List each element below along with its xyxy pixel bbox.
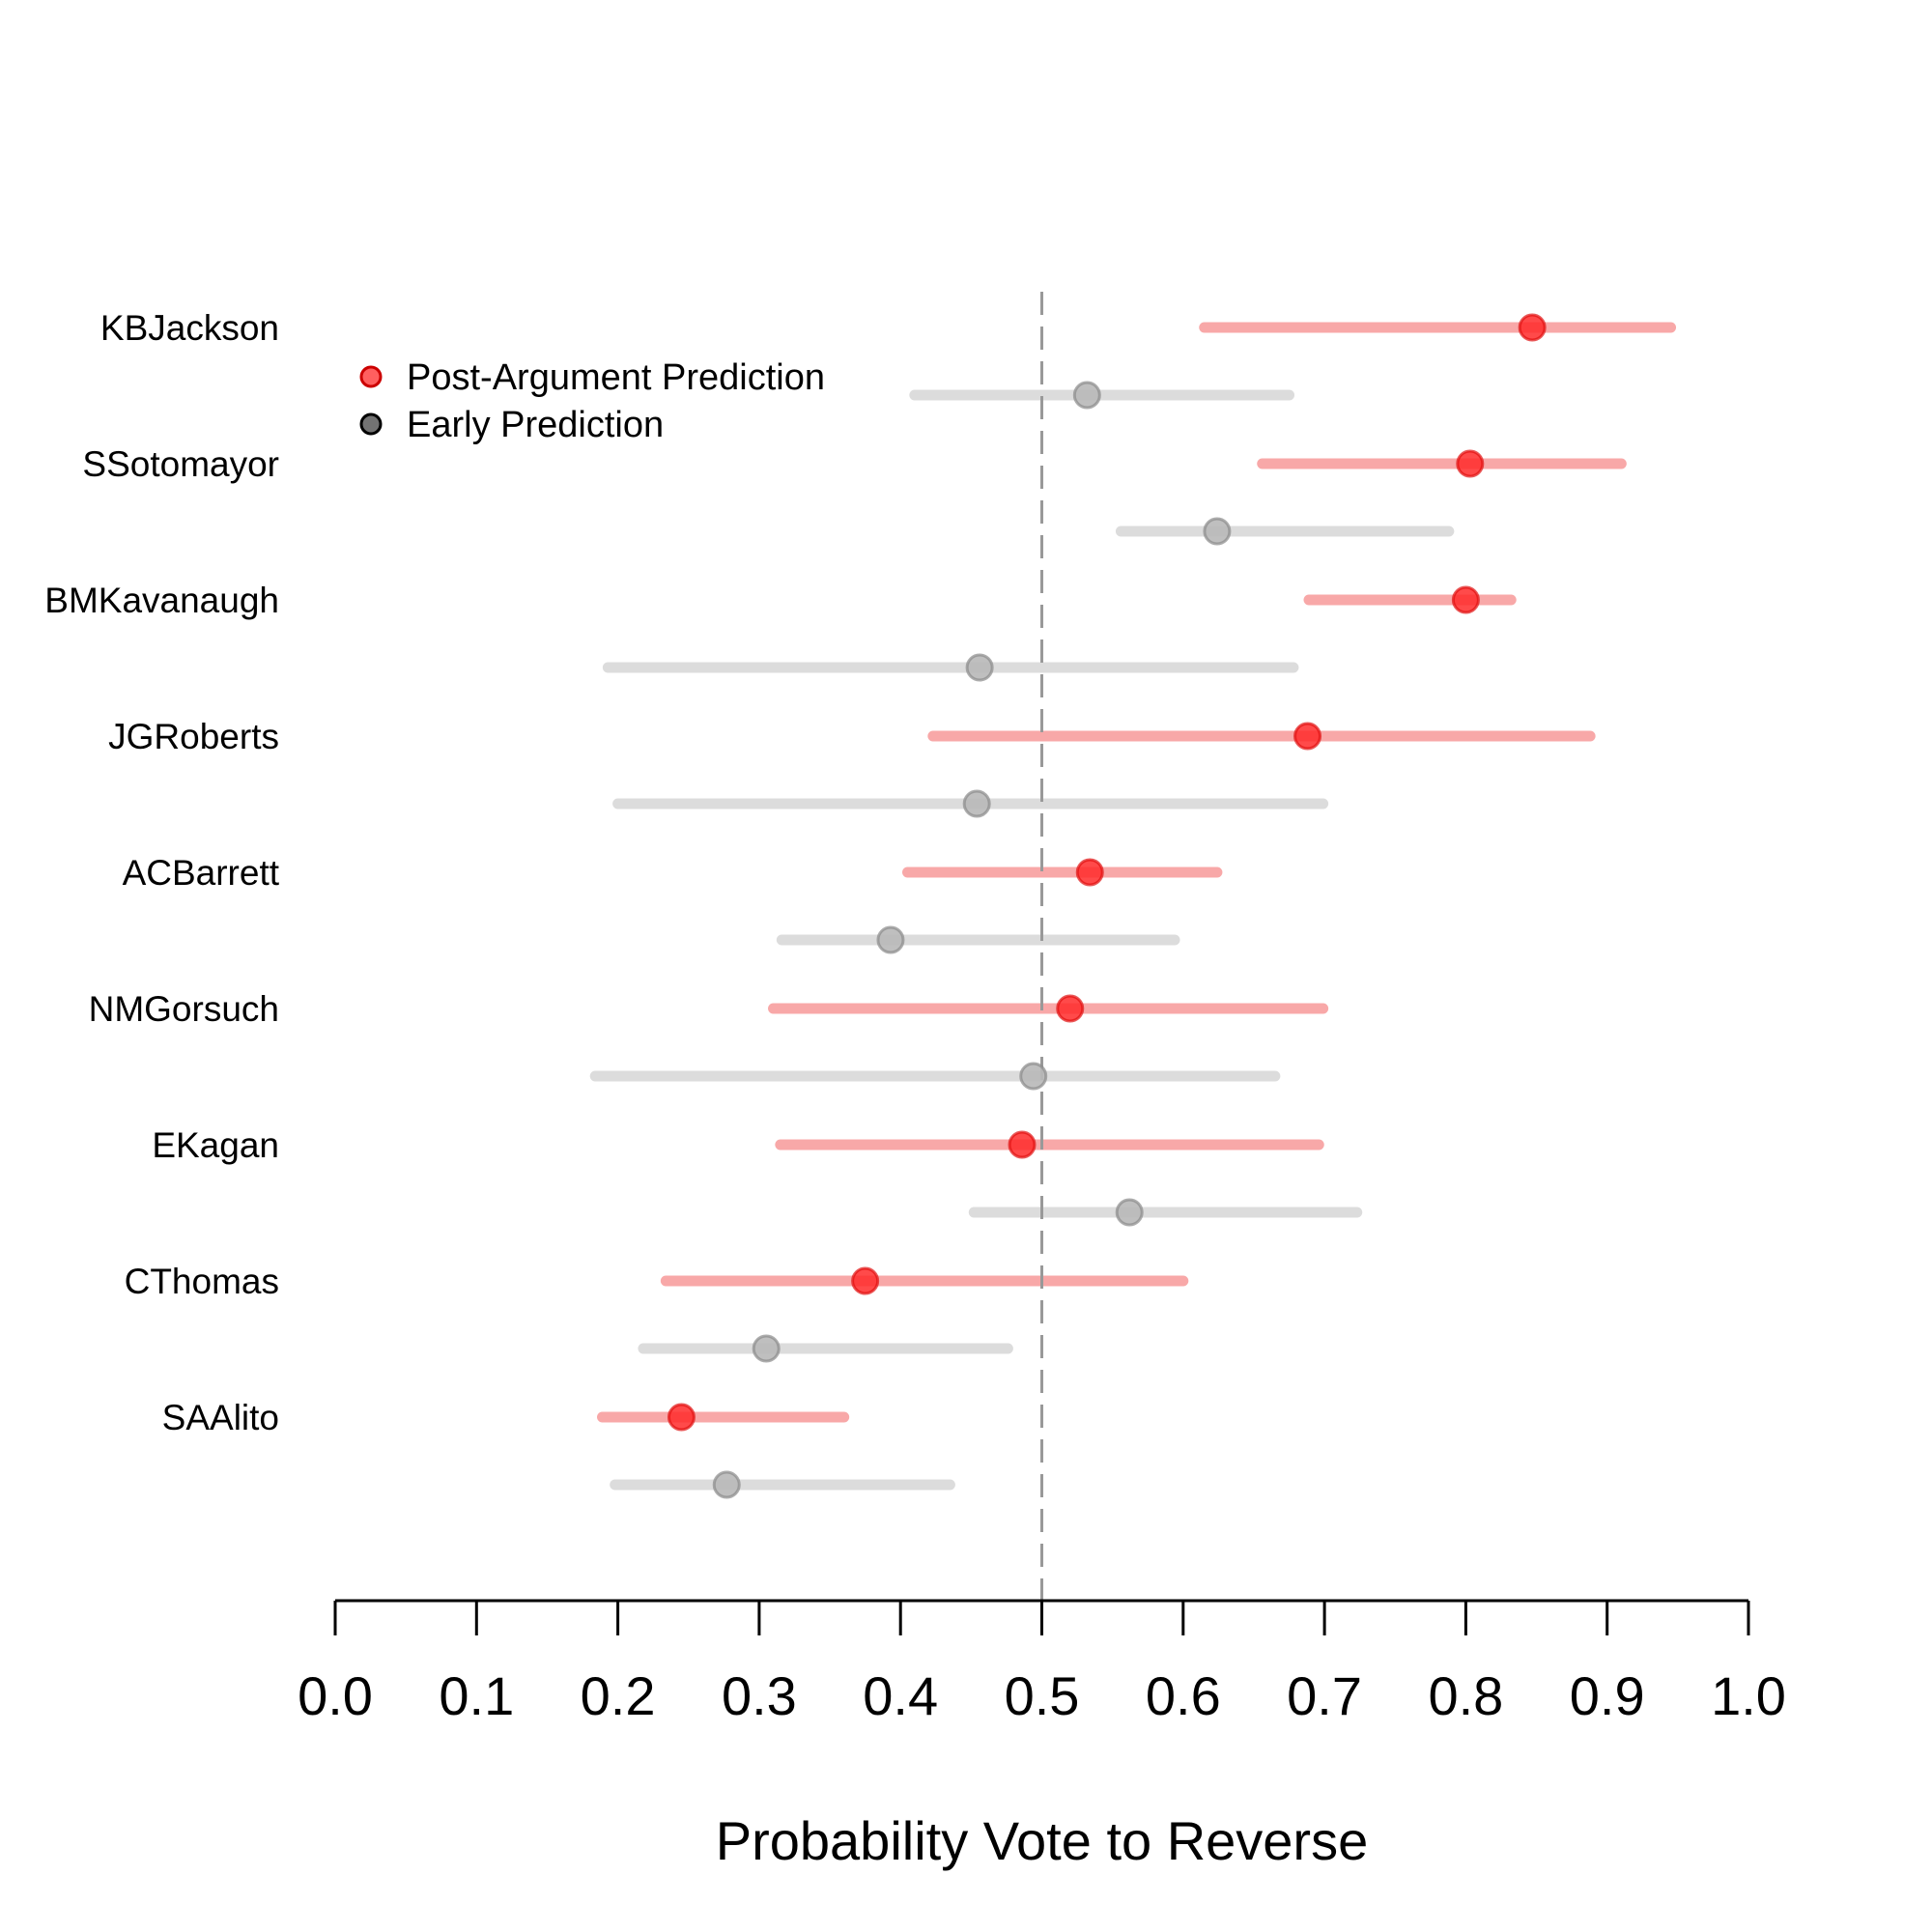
early-point-bmkavanaugh (965, 653, 994, 682)
early-point-nmgorsuch (1019, 1062, 1048, 1091)
legend-post-marker (359, 365, 383, 388)
x-tick-label-0.4: 0.4 (863, 1665, 938, 1726)
x-tick-label-0.1: 0.1 (439, 1665, 514, 1726)
justice-label-ssotomayor: SSotomayor (82, 444, 279, 484)
x-tick-label-0.5: 0.5 (1005, 1665, 1080, 1726)
x-axis: 0.0 0.1 0.2 0.3 0.4 0.5 0.6 0.7 0.8 0.9 1.0 (298, 1599, 1786, 1726)
x-tick-label-0.3: 0.3 (722, 1665, 797, 1726)
post-point-nmgorsuch (1056, 994, 1085, 1023)
early-point-jgroberts (962, 789, 991, 818)
early-point-cthomas (752, 1334, 781, 1363)
justice-label-nmgorsuch: NMGorsuch (89, 989, 279, 1029)
x-tick-label-0.8: 0.8 (1428, 1665, 1503, 1726)
early-point-ssotomayor (1203, 517, 1232, 546)
justice-label-layer: KBJackson SSotomayor BMKavanaugh JGRoberts A… (44, 308, 279, 1437)
x-axis-title: Probability Vote to Reverse (716, 1810, 1368, 1871)
justice-label-cthomas: CThomas (125, 1262, 279, 1301)
justice-label-kbjackson: KBJackson (100, 308, 279, 348)
justice-label-acbarrett: ACBarrett (123, 853, 280, 893)
justice-label-bmkavanaugh: BMKavanaugh (44, 581, 279, 620)
post-point-bmkavanaugh (1451, 585, 1480, 614)
post-point-cthomas (851, 1266, 880, 1295)
early-point-kbjackson (1072, 381, 1101, 410)
post-point-jgroberts (1293, 722, 1322, 751)
early-point-ekagan (1115, 1198, 1144, 1227)
interval-layer (589, 322, 1677, 1491)
x-tick-label-0.7: 0.7 (1287, 1665, 1362, 1726)
post-point-ssotomayor (1456, 449, 1485, 478)
x-tick-label-0.6: 0.6 (1146, 1665, 1221, 1726)
justice-label-jgroberts: JGRoberts (108, 717, 279, 756)
early-point-acbarrett (876, 925, 905, 954)
x-tick-label-0.2: 0.2 (581, 1665, 656, 1726)
post-point-acbarrett (1075, 858, 1104, 887)
legend-early-marker (359, 412, 383, 436)
legend: Post-Argument Prediction Early Predictio… (359, 357, 825, 445)
x-tick-label-0.0: 0.0 (298, 1665, 373, 1726)
x-tick-label-1.0: 1.0 (1711, 1665, 1786, 1726)
point-layer (667, 313, 1547, 1499)
legend-early-label: Early Prediction (407, 405, 664, 445)
x-tick-label-0.9: 0.9 (1570, 1665, 1645, 1726)
post-point-saalito (667, 1403, 696, 1432)
post-point-ekagan (1008, 1130, 1037, 1159)
early-point-saalito (712, 1470, 741, 1499)
justice-label-ekagan: EKagan (152, 1125, 279, 1165)
justice-label-saalito: SAAlito (162, 1398, 279, 1437)
legend-post-label: Post-Argument Prediction (407, 357, 825, 398)
post-point-kbjackson (1518, 313, 1547, 342)
